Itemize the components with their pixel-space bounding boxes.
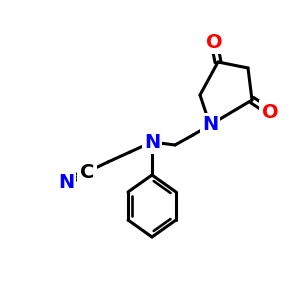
Text: N: N xyxy=(202,116,218,134)
Text: N: N xyxy=(58,172,74,191)
Text: O: O xyxy=(206,32,222,52)
Text: O: O xyxy=(262,103,278,122)
Text: N: N xyxy=(144,133,160,152)
Text: C: C xyxy=(80,163,94,182)
